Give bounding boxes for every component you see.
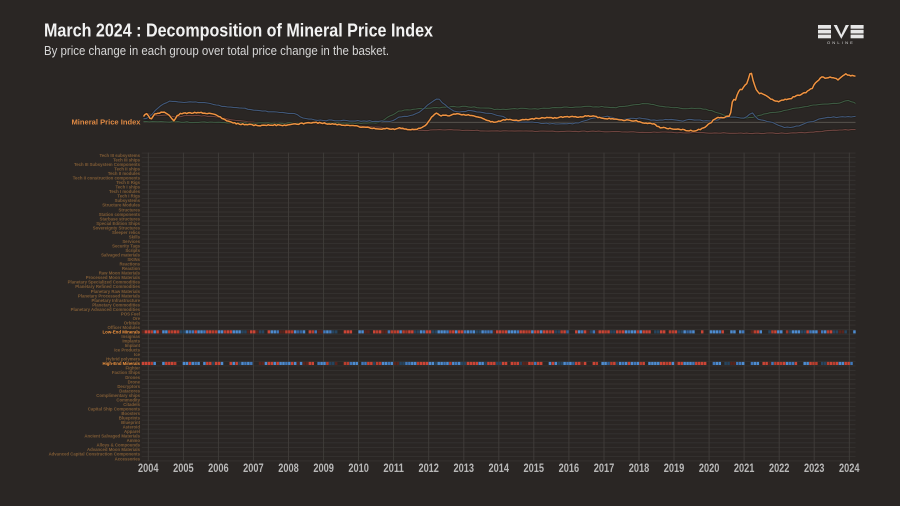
- svg-text:Drone: Drone: [128, 379, 141, 384]
- svg-text:By price change in each group: By price change in each group over total…: [44, 44, 389, 58]
- svg-text:Tech II ships: Tech II ships: [114, 167, 140, 172]
- svg-text:Complimentary ships: Complimentary ships: [96, 393, 140, 398]
- svg-text:2005: 2005: [173, 463, 194, 475]
- svg-text:Blueprint: Blueprint: [121, 420, 140, 425]
- svg-text:2013: 2013: [454, 463, 475, 475]
- svg-text:Ice Products: Ice Products: [114, 348, 140, 353]
- svg-text:Blueprints: Blueprints: [119, 416, 141, 421]
- svg-text:Planetary Processed Materials: Planetary Processed Materials: [78, 293, 141, 298]
- svg-text:Structure Modules: Structure Modules: [102, 203, 140, 208]
- svg-text:2011: 2011: [383, 463, 404, 475]
- svg-text:Planetary Advanced Commodities: Planetary Advanced Commodities: [71, 307, 141, 312]
- svg-text:2014: 2014: [489, 463, 510, 475]
- svg-text:Ice: Ice: [134, 352, 141, 357]
- svg-text:2012: 2012: [418, 463, 439, 475]
- svg-text:Tech III Subsystem Components: Tech III Subsystem Components: [74, 162, 141, 167]
- svg-text:Tech III ships: Tech III ships: [113, 158, 141, 163]
- svg-text:Reaction: Reaction: [122, 266, 141, 271]
- svg-text:Decryptors: Decryptors: [117, 384, 140, 389]
- svg-text:Faction Ships: Faction Ships: [112, 370, 141, 375]
- svg-text:Sleeper relics: Sleeper relics: [112, 230, 141, 235]
- svg-text:Special Edition Ships: Special Edition Ships: [96, 221, 140, 226]
- svg-text:Security Tags: Security Tags: [112, 244, 140, 249]
- svg-text:Subsystems: Subsystems: [115, 198, 141, 203]
- svg-text:Officer Modules: Officer Modules: [108, 325, 141, 330]
- svg-text:March 2024 : Decomposition of: March 2024 : Decomposition of Mineral Pr…: [44, 21, 433, 41]
- svg-text:2010: 2010: [348, 463, 369, 475]
- svg-text:2019: 2019: [664, 463, 685, 475]
- svg-text:2018: 2018: [629, 463, 650, 475]
- svg-text:Hybrid polymers: Hybrid polymers: [106, 357, 141, 362]
- svg-text:2007: 2007: [243, 463, 264, 475]
- svg-text:Ore: Ore: [133, 316, 141, 321]
- svg-text:2016: 2016: [559, 463, 580, 475]
- svg-text:Implants: Implants: [122, 339, 140, 344]
- svg-text:Services: Services: [122, 239, 140, 244]
- svg-text:2022: 2022: [769, 463, 790, 475]
- svg-text:Tech III subsystems: Tech III subsystems: [99, 153, 140, 158]
- svg-text:2021: 2021: [734, 463, 755, 475]
- svg-text:ONLINE: ONLINE: [827, 41, 855, 45]
- svg-text:Planetary Commodities: Planetary Commodities: [92, 302, 140, 307]
- svg-text:Salvaged materials: Salvaged materials: [101, 253, 141, 258]
- svg-text:Low-End Minerals: Low-End Minerals: [103, 330, 141, 336]
- svg-text:Station components: Station components: [99, 212, 141, 217]
- svg-text:Skills: Skills: [129, 234, 141, 239]
- svg-text:Apparel: Apparel: [124, 429, 140, 434]
- svg-text:Datacores: Datacores: [119, 388, 140, 393]
- svg-text:SKINs: SKINs: [127, 257, 140, 262]
- svg-text:Reactions: Reactions: [119, 262, 140, 267]
- svg-text:Planetary Raw Materials: Planetary Raw Materials: [91, 289, 141, 294]
- svg-text:Tech II construction component: Tech II construction components: [73, 176, 141, 181]
- svg-text:Implant: Implant: [125, 343, 141, 348]
- svg-text:Boosters: Boosters: [121, 411, 140, 416]
- svg-text:2015: 2015: [524, 463, 545, 475]
- svg-text:2008: 2008: [278, 463, 299, 475]
- svg-text:Tech II modules: Tech II modules: [108, 171, 141, 176]
- svg-text:Commodity: Commodity: [116, 397, 140, 402]
- svg-text:Alloys & Compounds: Alloys & Compounds: [97, 443, 141, 448]
- svg-text:2006: 2006: [208, 463, 229, 475]
- svg-text:Advanced Capital Construction: Advanced Capital Construction Components: [49, 452, 141, 457]
- svg-text:Ancient Salvaged Materials: Ancient Salvaged Materials: [84, 434, 140, 439]
- svg-text:Orbitals: Orbitals: [124, 320, 141, 325]
- svg-text:Starbase structures: Starbase structures: [100, 216, 141, 221]
- svg-text:Citadels: Citadels: [123, 402, 140, 407]
- svg-text:Raw Moon Materials: Raw Moon Materials: [99, 271, 141, 276]
- svg-text:2020: 2020: [699, 463, 720, 475]
- svg-text:Insignias: Insignias: [121, 334, 140, 339]
- svg-text:Mineral Price Index: Mineral Price Index: [72, 117, 142, 126]
- svg-text:Drones: Drones: [125, 375, 140, 380]
- svg-text:Tech II Rigs: Tech II Rigs: [116, 180, 140, 185]
- svg-text:2023: 2023: [804, 463, 825, 475]
- svg-text:Processed Moon Materials: Processed Moon Materials: [86, 275, 141, 280]
- svg-text:Structures: Structures: [119, 207, 141, 212]
- svg-text:Capital Ship Components: Capital Ship Components: [88, 407, 141, 412]
- svg-text:Tech I Rigs: Tech I Rigs: [117, 194, 140, 199]
- svg-text:Scripts: Scripts: [125, 248, 140, 253]
- svg-text:Tech I modules: Tech I modules: [109, 189, 141, 194]
- svg-text:Planetary Specialized Commodit: Planetary Specialized Commodities: [68, 280, 141, 285]
- svg-text:2024: 2024: [839, 463, 860, 475]
- svg-text:Fighter: Fighter: [125, 366, 140, 371]
- svg-text:Tech I ships: Tech I ships: [115, 185, 140, 190]
- svg-text:2009: 2009: [313, 463, 334, 475]
- svg-text:Planetary Infrastructure: Planetary Infrastructure: [92, 298, 141, 303]
- svg-text:Sovereignty Structures: Sovereignty Structures: [93, 225, 141, 230]
- svg-text:2017: 2017: [594, 463, 615, 475]
- svg-text:Accessories: Accessories: [115, 456, 141, 461]
- svg-text:Asteroid: Asteroid: [123, 425, 141, 430]
- svg-text:POS Fuel: POS Fuel: [121, 311, 140, 316]
- svg-text:Advanced Moon Materials: Advanced Moon Materials: [87, 447, 141, 452]
- svg-text:High-End Minerals: High-End Minerals: [103, 361, 141, 367]
- svg-text:2004: 2004: [138, 463, 159, 475]
- svg-text:Ammo: Ammo: [127, 438, 141, 443]
- svg-text:Planetary Refined Commodities: Planetary Refined Commodities: [75, 284, 140, 289]
